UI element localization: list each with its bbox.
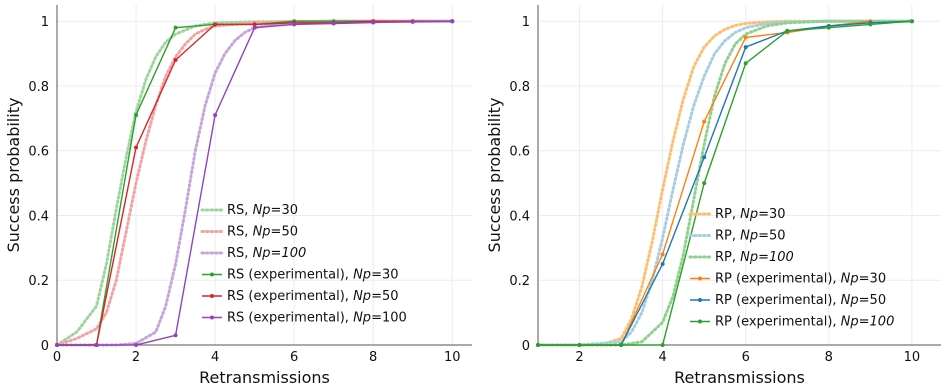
x-tick-label: 2 xyxy=(132,350,140,365)
y-axis-label: Success probability xyxy=(485,98,504,253)
data-point xyxy=(450,19,454,23)
legend-label: RS (experimental), Np=50 xyxy=(227,289,399,304)
x-tick-label: 10 xyxy=(904,350,921,365)
data-point xyxy=(578,343,582,347)
legend: RS, Np=30 RS, Np=50 RS, Np=100 RS (experime… xyxy=(202,203,407,326)
right-chart-panel: 2 4 6 8 10 0 0.2 0.4 0.6 0.8 1 Retransmissions Succe… xyxy=(485,5,941,387)
left-chart-panel: 0 2 4 6 8 10 0 0.2 0.4 0.6 0.8 1 Retransmissions Succ… xyxy=(4,5,472,387)
y-tick-label: 0.4 xyxy=(509,209,530,224)
legend-label: RS (experimental), Np=100 xyxy=(227,311,407,326)
y-tick-label: 1 xyxy=(522,15,530,30)
data-point xyxy=(213,22,217,26)
y-axis-label: Success probability xyxy=(4,98,23,253)
data-point xyxy=(868,22,872,26)
data-point xyxy=(174,58,178,62)
y-tick-label: 0.8 xyxy=(28,80,49,95)
data-point xyxy=(134,145,138,149)
legend-label: RS (experimental), Np=30 xyxy=(227,268,399,283)
x-axis-label: Retransmissions xyxy=(199,368,330,387)
legend-label: RP (experimental), Np=100 xyxy=(715,315,894,330)
data-point xyxy=(702,155,706,159)
data-point xyxy=(702,181,706,185)
data-point xyxy=(661,343,665,347)
data-point xyxy=(661,262,665,266)
data-point xyxy=(785,29,789,33)
x-tick-label: 10 xyxy=(444,350,461,365)
data-point xyxy=(702,120,706,124)
data-point xyxy=(174,26,178,30)
x-tick-label: 4 xyxy=(658,350,666,365)
legend-label: RS, Np=50 xyxy=(227,225,298,240)
legend-label: RP (experimental), Np=50 xyxy=(715,293,886,308)
legend-marker xyxy=(698,320,702,324)
y-tick-label: 0 xyxy=(41,339,49,354)
legend-label: RP, Np=30 xyxy=(715,207,786,222)
y-tick-label: 0.8 xyxy=(509,80,530,95)
y-tick-label: 0 xyxy=(522,339,530,354)
y-tick-label: 0.2 xyxy=(28,274,49,289)
legend-label: RP (experimental), Np=30 xyxy=(715,272,886,287)
y-tick-label: 0.6 xyxy=(509,145,530,160)
data-point xyxy=(910,19,914,23)
x-tick-label: 0 xyxy=(53,350,61,365)
data-point xyxy=(744,35,748,39)
data-point xyxy=(213,113,217,117)
x-axis-label: Retransmissions xyxy=(674,368,805,387)
data-point xyxy=(292,22,296,26)
data-point xyxy=(134,343,138,347)
x-tick-label: 6 xyxy=(290,350,298,365)
y-tick-label: 0.4 xyxy=(28,209,49,224)
x-tick-label: 2 xyxy=(575,350,583,365)
legend: RP, Np=30 RP, Np=50 RP, Np=100 RP (experime… xyxy=(690,207,894,330)
data-point xyxy=(661,252,665,256)
legend-label: RP, Np=100 xyxy=(715,250,794,265)
x-tick-label: 8 xyxy=(369,350,377,365)
y-tick-label: 1 xyxy=(41,15,49,30)
legend-label: RS, Np=100 xyxy=(227,246,306,261)
data-point xyxy=(332,21,336,25)
data-point xyxy=(174,333,178,337)
legend-marker xyxy=(210,316,214,320)
data-point xyxy=(55,343,59,347)
data-point xyxy=(827,26,831,30)
data-point xyxy=(134,113,138,117)
data-point xyxy=(536,343,540,347)
data-point xyxy=(744,45,748,49)
data-point xyxy=(619,343,623,347)
data-point xyxy=(744,61,748,65)
y-tick-label: 0.2 xyxy=(509,274,530,289)
data-point xyxy=(411,20,415,24)
legend-marker xyxy=(210,294,214,298)
data-point xyxy=(95,343,99,347)
x-tick-label: 6 xyxy=(742,350,750,365)
legend-label: RS, Np=30 xyxy=(227,203,298,218)
x-tick-label: 8 xyxy=(825,350,833,365)
y-tick-label: 0.6 xyxy=(28,145,49,160)
legend-marker xyxy=(698,277,702,281)
legend-marker xyxy=(210,273,214,277)
legend-marker xyxy=(698,298,702,302)
x-tick-label: 4 xyxy=(211,350,219,365)
data-point xyxy=(371,20,375,24)
legend-label: RP, Np=50 xyxy=(715,229,786,244)
data-point xyxy=(253,26,257,30)
